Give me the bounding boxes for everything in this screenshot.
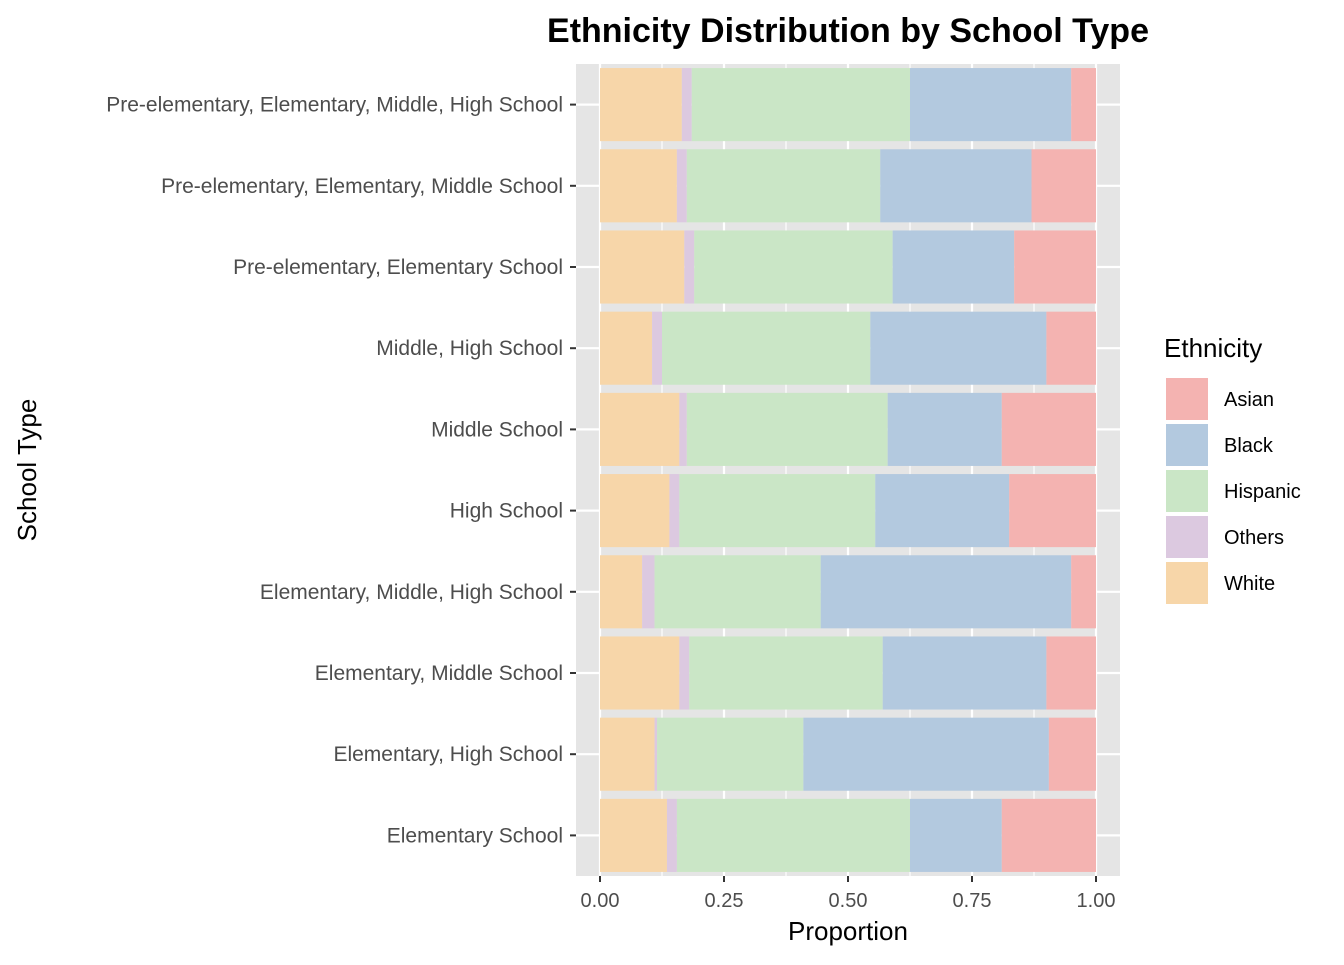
bar-asian	[1001, 392, 1096, 466]
y-tick-label: Pre-elementary, Elementary School	[233, 256, 563, 279]
legend-label-others: Others	[1224, 527, 1284, 549]
bar-black	[803, 717, 1049, 791]
bar-asian	[1031, 149, 1096, 223]
bar-hispanic	[686, 149, 881, 223]
bar-others	[684, 230, 695, 304]
legend-key-white	[1164, 560, 1210, 606]
bar-hispanic	[662, 311, 871, 385]
legend-key-black	[1164, 422, 1210, 468]
bar-asian	[1046, 636, 1096, 710]
x-tick-label: 1.00	[1077, 890, 1116, 912]
bar-black	[887, 392, 1002, 466]
legend-key-hispanic	[1164, 468, 1210, 514]
bar-black	[875, 474, 1010, 548]
bar-white	[600, 798, 667, 872]
y-tick-label: Elementary, Middle, High School	[260, 581, 563, 604]
bar-asian	[1048, 717, 1096, 791]
legend-key-asian	[1164, 376, 1210, 422]
bars	[600, 68, 1096, 872]
bar-black	[870, 311, 1047, 385]
legend-key-others	[1164, 514, 1210, 560]
bar-white	[600, 68, 682, 142]
legend-label-white: White	[1224, 573, 1275, 595]
bar-black	[882, 636, 1047, 710]
y-tick-label: Pre-elementary, Elementary, Middle, High…	[106, 94, 563, 117]
bar-others	[679, 636, 690, 710]
bar-asian	[1071, 555, 1096, 629]
bar-others	[654, 717, 658, 791]
bar-white	[600, 230, 685, 304]
bar-white	[600, 717, 655, 791]
bar-others	[666, 798, 677, 872]
bar-black	[892, 230, 1015, 304]
y-tick-label: Middle, High School	[376, 337, 563, 360]
legend-label-asian: Asian	[1224, 389, 1274, 411]
x-axis: 0.00 0.25 0.50 0.75 1.00	[581, 876, 1116, 912]
y-axis-title: School Type	[12, 399, 42, 542]
chart-title: Ethnicity Distribution by School Type	[547, 12, 1149, 50]
bar-others	[676, 149, 687, 223]
bar-asian	[1071, 68, 1096, 142]
bar-others	[652, 311, 662, 385]
bar-asian	[1001, 798, 1096, 872]
y-tick-label: High School	[450, 500, 563, 523]
bar-asian	[1046, 311, 1096, 385]
bar-others	[642, 555, 655, 629]
x-tick-label: 0.00	[581, 890, 620, 912]
bar-others	[681, 68, 692, 142]
bar-black	[880, 149, 1032, 223]
bar-others	[679, 392, 687, 466]
bar-hispanic	[654, 555, 821, 629]
y-tick-label: Pre-elementary, Elementary, Middle Schoo…	[161, 175, 563, 198]
bar-white	[600, 474, 670, 548]
bar-hispanic	[691, 68, 910, 142]
legend: Ethnicity Asian Black Hispanic Others White	[1164, 333, 1301, 606]
bar-hispanic	[676, 798, 910, 872]
legend-label-hispanic: Hispanic	[1224, 481, 1301, 503]
x-tick-label: 0.75	[953, 890, 992, 912]
y-tick-label: Elementary School	[387, 824, 563, 847]
bar-asian	[1009, 474, 1096, 548]
y-tick-label: Elementary, High School	[333, 743, 563, 766]
bar-white	[600, 555, 643, 629]
bar-white	[600, 311, 653, 385]
y-tick-label: Middle School	[431, 418, 563, 441]
bar-others	[669, 474, 680, 548]
bar-black	[820, 555, 1072, 629]
bar-black	[910, 798, 1002, 872]
bar-black	[910, 68, 1072, 142]
y-tick-label: Elementary, Middle School	[315, 662, 563, 685]
bar-asian	[1014, 230, 1096, 304]
bar-hispanic	[679, 474, 876, 548]
bar-hispanic	[694, 230, 893, 304]
x-axis-title: Proportion	[788, 916, 908, 946]
x-tick-label: 0.25	[705, 890, 744, 912]
bar-hispanic	[686, 392, 888, 466]
legend-label-black: Black	[1224, 435, 1274, 457]
bar-white	[600, 636, 680, 710]
bar-white	[600, 392, 680, 466]
bar-white	[600, 149, 677, 223]
x-tick-label: 0.50	[829, 890, 868, 912]
y-axis: Pre-elementary, Elementary, Middle, High…	[106, 94, 576, 847]
legend-title: Ethnicity	[1164, 333, 1262, 363]
bar-hispanic	[689, 636, 883, 710]
bar-hispanic	[657, 717, 804, 791]
